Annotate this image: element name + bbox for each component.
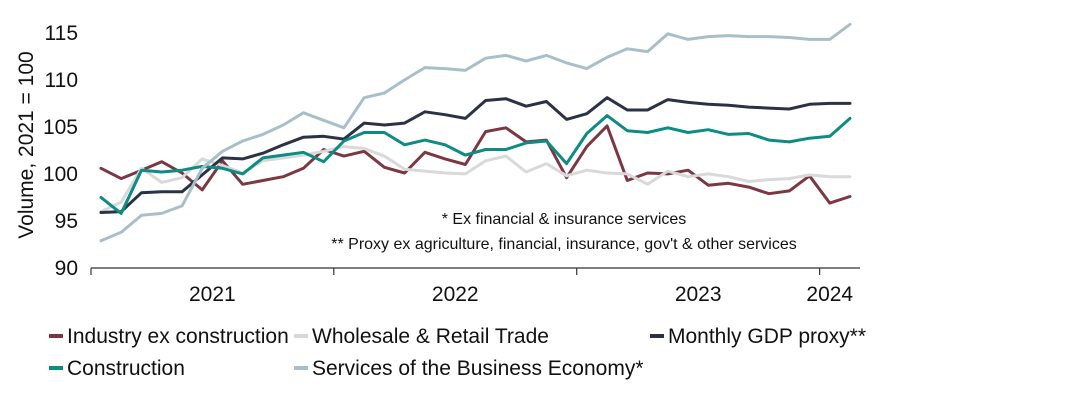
chart-notes: * Ex financial & insurance services ** Pr…	[331, 211, 797, 253]
y-tick-label: 105	[43, 116, 78, 139]
legend-label: Industry ex construction	[67, 325, 289, 348]
y-tick-label: 90	[55, 257, 78, 280]
chart-note: * Ex financial & insurance services	[442, 211, 687, 228]
legend-label: Monthly GDP proxy**	[668, 325, 866, 348]
y-tick-label: 115	[45, 22, 78, 45]
legend-label: Services of the Business Economy*	[312, 357, 644, 380]
legend-label: Construction	[67, 357, 185, 380]
series-line-wholesale-retail-trade	[99, 145, 852, 214]
legend: Industry ex construction Wholesale & Reta…	[49, 325, 866, 380]
x-axis: 2021 2022 2023 2024	[90, 267, 860, 306]
x-tick-label: 2022	[432, 283, 479, 306]
y-axis: 90 95 100 105 110 115 Volume, 2021 = 100	[15, 22, 78, 280]
x-tick-label: 2023	[675, 283, 722, 306]
series-line-services-of-the-business-economy	[99, 22, 852, 243]
series-line-industry-ex-construction	[99, 124, 852, 205]
x-tick-label: 2024	[806, 283, 853, 306]
legend-label: Wholesale & Retail Trade	[312, 325, 549, 348]
y-tick-label: 100	[43, 163, 78, 186]
series-line-monthly-gdp-proxy	[99, 96, 852, 214]
y-tick-label: 95	[55, 210, 78, 233]
series-layer	[99, 22, 852, 243]
chart-note: ** Proxy ex agriculture, financial, insu…	[331, 236, 797, 253]
x-tick-label: 2021	[189, 283, 236, 306]
series-line-construction	[99, 114, 852, 215]
y-axis-label: Volume, 2021 = 100	[15, 51, 38, 238]
y-tick-label: 110	[45, 69, 78, 92]
